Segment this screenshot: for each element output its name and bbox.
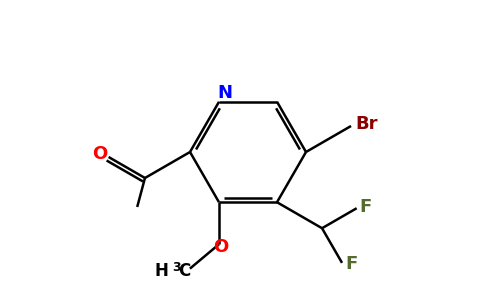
Text: Br: Br bbox=[356, 115, 378, 133]
Text: 3: 3 bbox=[173, 261, 181, 274]
Text: H: H bbox=[154, 262, 168, 280]
Text: O: O bbox=[213, 238, 228, 256]
Text: O: O bbox=[92, 145, 107, 163]
Text: F: F bbox=[360, 198, 372, 216]
Text: C: C bbox=[178, 262, 190, 280]
Text: F: F bbox=[345, 255, 357, 273]
Text: N: N bbox=[217, 84, 232, 102]
